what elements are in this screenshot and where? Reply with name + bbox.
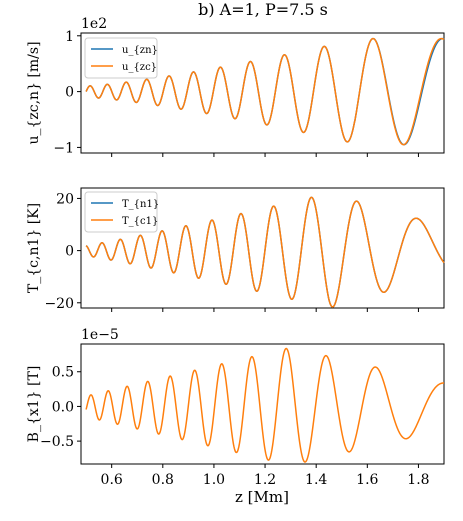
x-axis-label: z [Mm] <box>235 488 289 506</box>
legend-frame-u <box>84 37 158 79</box>
ytick-label: 0 <box>65 85 74 101</box>
xtick-label: 0.8 <box>152 472 174 488</box>
xtick-label: 0.6 <box>101 472 123 488</box>
panel-u: 1e2 1 0 −1 u_{zc,n} [m/s] u_{zn} u_{zc} <box>26 16 445 157</box>
yticks-T: 20 0 −20 <box>44 191 419 312</box>
xticks-B: 0.6 0.8 1.0 1.2 1.4 1.6 1.8 <box>101 472 430 488</box>
legend-label-u-zc: u_{zc} <box>122 62 157 73</box>
ytick-label: −1 <box>53 140 74 156</box>
ytick-label: −0.5 <box>40 434 74 450</box>
curves-B <box>85 347 445 463</box>
xtick-label: 1.6 <box>356 472 378 488</box>
xtick-label: 1.4 <box>305 472 327 488</box>
axes-frame-B <box>80 343 445 465</box>
series-line-T-1 <box>85 196 445 308</box>
ytick-label: 0.0 <box>52 399 74 415</box>
curves-u <box>85 37 445 146</box>
ytick-label: 0.5 <box>52 365 74 381</box>
legend-T: T_{n1} T_{c1} <box>84 191 159 233</box>
xtick-label: 1.0 <box>203 472 225 488</box>
series-line-u-1 <box>85 37 445 146</box>
legend-u: u_{zn} u_{zc} <box>84 37 158 79</box>
series-line-B-0 <box>85 347 445 463</box>
xtick-label: 1.8 <box>407 472 429 488</box>
ylabel-T: T_{c,n1} [K] <box>26 203 42 293</box>
axes-frame-u <box>80 32 445 154</box>
offset-text-B: 1e−5 <box>81 327 119 343</box>
legend-label-u-zn: u_{zn} <box>122 45 158 56</box>
curves-T <box>85 196 445 308</box>
xtick-label: 1.2 <box>254 472 276 488</box>
legend-label-T-n1: T_{n1} <box>122 199 159 210</box>
yticks-u: 1 0 −1 <box>53 29 419 157</box>
ytick-label: −20 <box>44 296 74 312</box>
figure-title: b) A=1, P=7.5 s <box>198 0 328 19</box>
axes-frame-T <box>80 187 445 309</box>
ytick-label: 0 <box>65 244 74 260</box>
ylabel-B: B_{x1} [T] <box>26 366 42 443</box>
offset-text-u: 1e2 <box>81 16 107 32</box>
yticks-B: 0.5 0.0 −0.5 <box>40 365 419 468</box>
ytick-label: 20 <box>56 191 74 207</box>
ylabel-u: u_{zc,n} [m/s] <box>26 41 42 144</box>
panel-B: 1e−5 0.5 0.0 −0.5 0.6 0.8 1.0 1.2 1.4 1.6 1.8 B_… <box>26 327 445 488</box>
legend-frame-T <box>84 191 158 233</box>
legend-label-T-c1: T_{c1} <box>122 216 158 227</box>
ytick-label: 1 <box>65 29 74 45</box>
panel-T: 20 0 −20 T_{c,n1} [K] T_{n1} T_{c1} <box>26 187 445 312</box>
